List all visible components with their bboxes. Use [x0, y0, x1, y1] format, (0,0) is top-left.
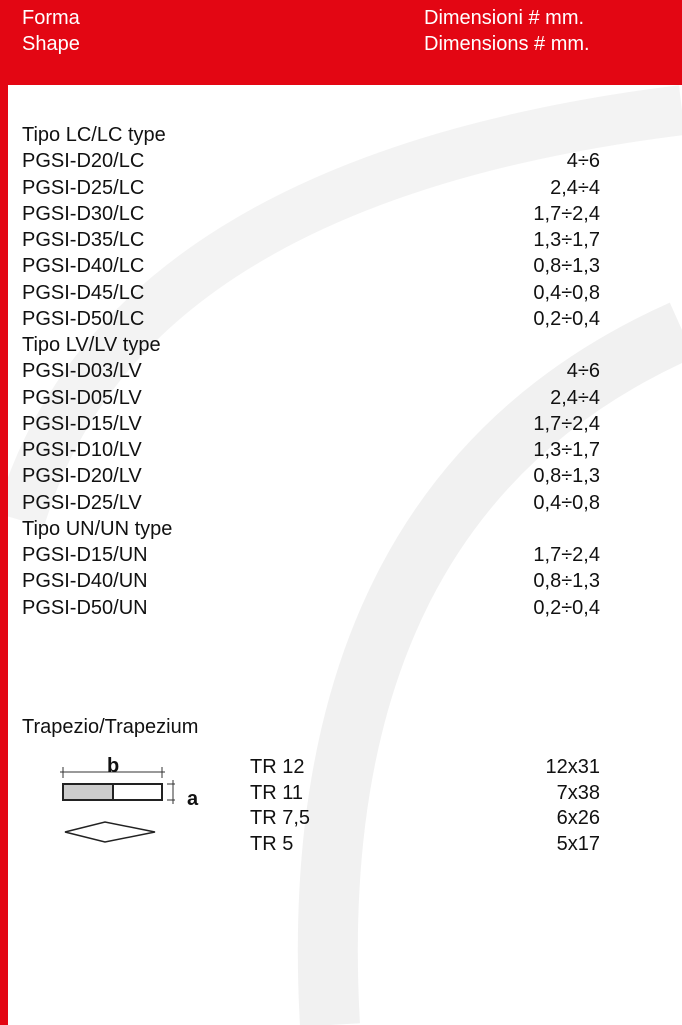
item-name: PGSI-D40/UN [22, 570, 148, 593]
trapezium-diagram [60, 767, 175, 843]
tr-name: TR 11 [250, 781, 303, 804]
item-name: PGSI-D15/UN [22, 544, 148, 566]
header-band [0, 0, 682, 85]
item-value: 1,3÷1,7 [533, 439, 600, 461]
section-title: Tipo LC/LC type [22, 124, 166, 146]
label-b: b [107, 755, 120, 777]
header-text: Dimensioni # mm. [424, 7, 585, 29]
item-value: 0,8÷1,3 [533, 570, 600, 593]
tr-value: 12x31 [545, 756, 601, 778]
item-name: PGSI-D30/LC [22, 202, 145, 225]
header-text: Forma [22, 7, 80, 29]
tr-value: 7x38 [556, 781, 600, 804]
item-value: 0,2÷0,4 [533, 596, 600, 619]
item-name: PGSI-D50/LC [22, 307, 145, 330]
tr-name: TR 12 [250, 756, 305, 778]
header-text: Shape [22, 33, 80, 55]
item-name: PGSI-D10/LV [22, 439, 142, 461]
item-name: PGSI-D25/LC [22, 176, 145, 199]
item-value: 0,4÷0,8 [533, 281, 600, 304]
section-title: Tipo LV/LV type [22, 334, 161, 356]
item-name: PGSI-D20/LV [22, 465, 142, 488]
item-name: PGSI-D15/LV [22, 412, 142, 435]
item-name: PGSI-D40/LC [22, 255, 145, 278]
item-value: 1,7÷2,4 [533, 544, 600, 566]
tr-name: TR 7,5 [250, 807, 311, 829]
item-name: PGSI-D45/LC [22, 281, 145, 304]
item-value: 0,4÷0,8 [533, 491, 600, 514]
item-value: 2,4÷4 [550, 176, 600, 199]
item-name: PGSI-D05/LV [22, 386, 142, 409]
item-value: 1,3÷1,7 [533, 229, 600, 251]
trapezium-title: Trapezio/Trapezium [22, 716, 199, 738]
item-name: PGSI-D20/LC [22, 150, 145, 173]
label-a: a [187, 788, 199, 810]
header-text: Dimensions # mm. [424, 33, 590, 55]
tr-name: TR 5 [250, 832, 294, 855]
item-name: PGSI-D50/UN [22, 596, 148, 619]
item-value: 0,8÷1,3 [533, 255, 600, 278]
item-value: 1,7÷2,4 [533, 412, 600, 435]
tr-value: 6x26 [556, 807, 600, 829]
item-value: 0,2÷0,4 [533, 307, 600, 330]
item-name: PGSI-D35/LC [22, 229, 145, 251]
item-name: PGSI-D03/LV [22, 360, 142, 383]
item-name: PGSI-D25/LV [22, 491, 142, 514]
item-value: 0,8÷1,3 [533, 465, 600, 488]
left-border [0, 0, 8, 1025]
item-value: 1,7÷2,4 [533, 202, 600, 225]
tr-value: 5x17 [556, 832, 600, 855]
item-value: 4÷6 [566, 150, 600, 173]
item-value: 2,4÷4 [550, 386, 600, 409]
section-title: Tipo UN/UN type [22, 517, 173, 540]
item-value: 4÷6 [566, 360, 600, 383]
